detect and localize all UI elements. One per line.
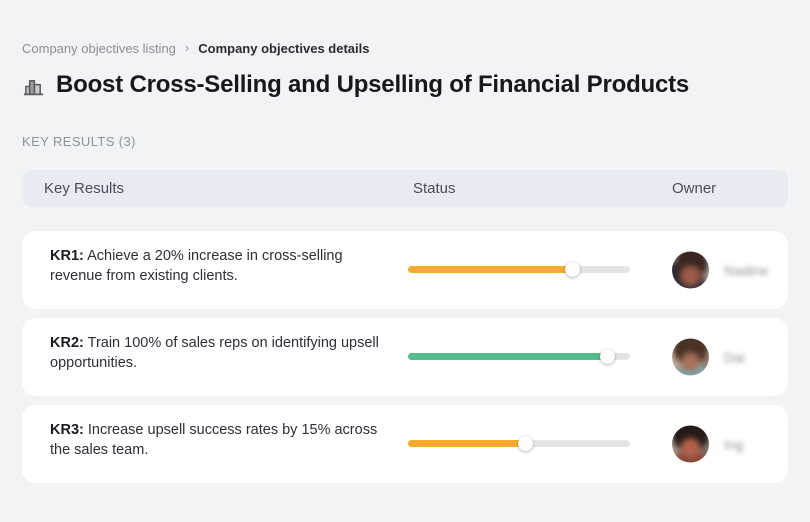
breadcrumb-link-listing[interactable]: Company objectives listing [22, 41, 176, 56]
progress-slider-thumb[interactable] [564, 262, 580, 277]
key-result-row-kr3[interactable]: KR3: Increase upsell success rates by 15… [22, 405, 788, 483]
avatar [672, 251, 709, 289]
progress-fill [408, 353, 608, 360]
progress-slider[interactable] [408, 349, 630, 364]
key-result-label: KR2: [50, 335, 84, 351]
table-header-row: Key Results Status Owner [22, 170, 788, 207]
owner-name: Ing [724, 436, 744, 452]
progress-slider-thumb[interactable] [518, 436, 534, 451]
city-buildings-icon [23, 79, 44, 96]
page-title: Boost Cross-Selling and Upselling of Fin… [56, 71, 690, 98]
key-result-description: Train 100% of sales reps on identifying … [50, 335, 379, 371]
key-result-description: Increase upsell success rates by 15% acr… [50, 422, 378, 458]
key-result-description: Achieve a 20% increase in cross-selling … [50, 248, 343, 284]
key-result-text: KR2: Train 100% of sales reps on identif… [50, 333, 380, 373]
objective-details-page: Company objectives listing › Company obj… [22, 0, 788, 483]
key-result-label: KR1: [50, 248, 84, 264]
owner-name: Dai [724, 349, 746, 365]
key-result-row-kr1[interactable]: KR1: Achieve a 20% increase in cross-sel… [22, 231, 788, 309]
avatar [672, 338, 709, 376]
key-results-section-label: KEY RESULTS (3) [22, 134, 136, 149]
key-result-label: KR3: [50, 422, 84, 438]
breadcrumb: Company objectives listing › Company obj… [22, 0, 788, 56]
progress-slider-thumb[interactable] [600, 349, 616, 364]
chevron-right-icon: › [184, 40, 190, 55]
column-header-status: Status [413, 180, 456, 197]
progress-fill [408, 440, 526, 447]
avatar [672, 425, 709, 463]
owner-cell: Nadine [672, 251, 769, 289]
breadcrumb-current-details: Company objectives details [198, 41, 370, 56]
column-header-owner: Owner [672, 180, 717, 197]
progress-slider[interactable] [408, 436, 630, 451]
owner-name: Nadine [724, 262, 769, 278]
progress-slider[interactable] [408, 262, 630, 277]
owner-cell: Dai [672, 338, 746, 376]
page-title-row: Boost Cross-Selling and Upselling of Fin… [22, 71, 788, 99]
key-result-text: KR3: Increase upsell success rates by 15… [50, 420, 380, 460]
key-result-text: KR1: Achieve a 20% increase in cross-sel… [50, 246, 380, 286]
key-result-row-kr2[interactable]: KR2: Train 100% of sales reps on identif… [22, 318, 788, 396]
progress-fill [408, 266, 573, 273]
owner-cell: Ing [672, 425, 744, 463]
column-header-key-results: Key Results [44, 180, 125, 197]
